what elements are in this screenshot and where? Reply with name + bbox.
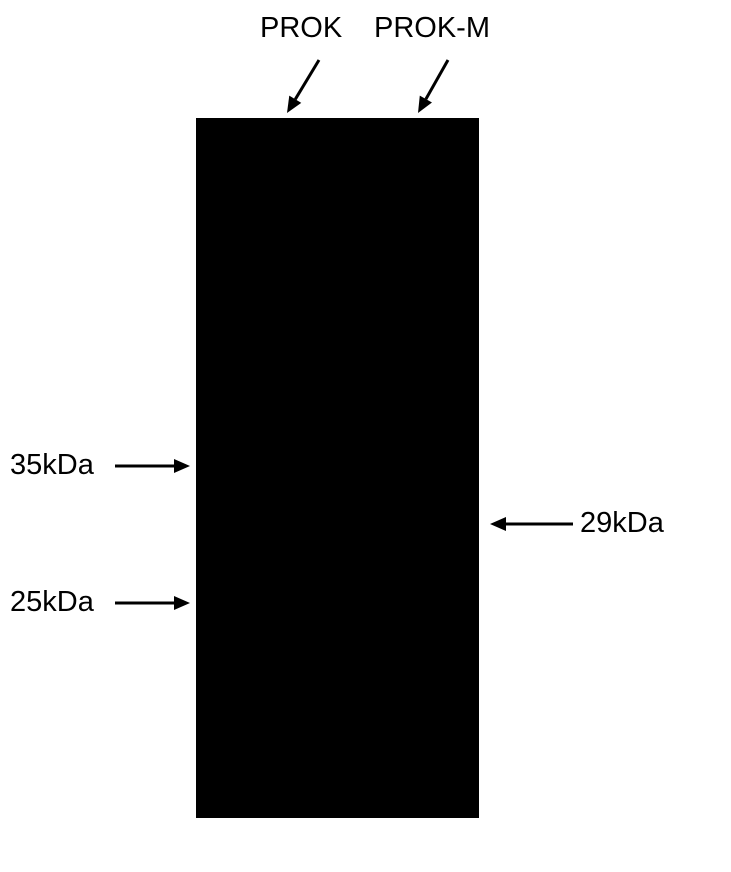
arrow-prok (287, 60, 319, 113)
arrow-prok-m (418, 60, 448, 113)
arrow-35kda (115, 459, 190, 473)
arrows-layer (0, 0, 731, 872)
arrow-29kda (490, 517, 573, 531)
arrow-25kda (115, 596, 190, 610)
